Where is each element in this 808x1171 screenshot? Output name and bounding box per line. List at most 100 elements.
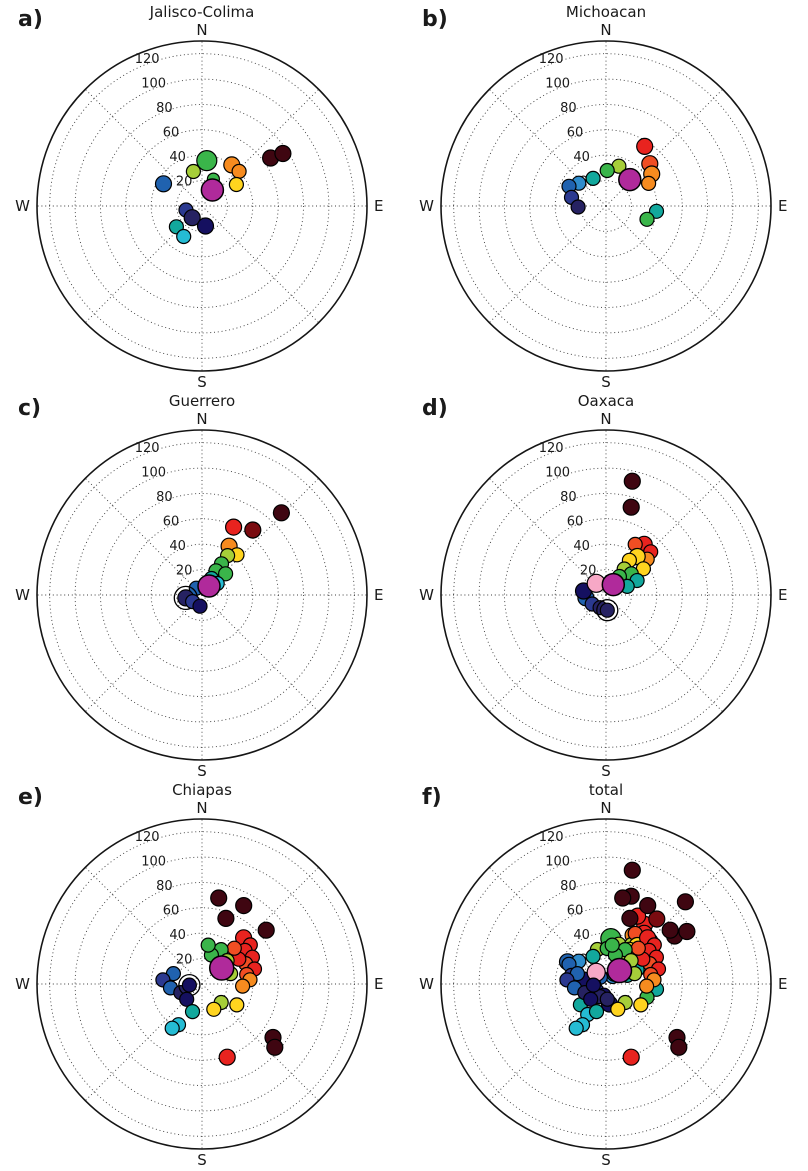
grid-ring <box>176 958 228 1010</box>
grid-ring <box>580 180 632 232</box>
data-point <box>225 518 243 536</box>
radial-tick-label: 60 <box>163 514 180 529</box>
compass-south: S <box>601 1151 611 1167</box>
grid-spoke <box>488 866 607 985</box>
compass-north: N <box>196 21 207 39</box>
radial-tick-label: 120 <box>135 830 160 845</box>
data-point <box>200 937 216 953</box>
compass-north: N <box>600 799 611 817</box>
compass-west: W <box>15 975 30 993</box>
data-point <box>641 175 657 191</box>
compass-west: W <box>15 197 30 215</box>
outer-circle <box>36 429 368 761</box>
outer-circle <box>36 40 368 372</box>
compass-south: S <box>197 1151 207 1167</box>
radial-tick-label: 80 <box>560 101 577 116</box>
mean-point <box>200 178 225 202</box>
data-point <box>183 209 201 227</box>
data-point <box>661 921 679 939</box>
compass-east: E <box>374 586 383 604</box>
radial-tick-label: 100 <box>141 854 166 869</box>
data-point <box>274 144 292 163</box>
radial-tick-label: 80 <box>156 879 173 894</box>
radial-tick-label: 100 <box>545 854 570 869</box>
grid-ring <box>580 958 632 1010</box>
radial-tick-label: 100 <box>545 76 570 91</box>
compass-south: S <box>197 762 207 778</box>
grid-ring <box>504 104 708 308</box>
data-point <box>184 1004 201 1020</box>
polar-chart: 20 40 60 80 100 120 N S E W Jalisco-Colima a) <box>15 3 383 391</box>
grid-spoke <box>201 205 320 324</box>
panel-title: Michoacan <box>566 3 646 21</box>
data-point <box>218 1048 236 1066</box>
data-point <box>639 978 655 994</box>
data-point <box>154 175 173 193</box>
compass-west: W <box>419 975 434 993</box>
data-point <box>226 940 242 956</box>
compass-east: E <box>374 975 383 993</box>
data-point <box>164 1020 180 1036</box>
outer-circle <box>36 818 368 1150</box>
data-point <box>678 922 696 941</box>
radial-tick-label: 20 <box>176 564 193 579</box>
data-point <box>196 150 218 172</box>
radial-tick-label: 40 <box>573 150 590 165</box>
radial-tick-label: 60 <box>567 125 584 140</box>
radial-tick-label: 120 <box>539 830 564 845</box>
data-point <box>176 228 192 245</box>
compass-east: E <box>374 197 383 215</box>
grid-ring <box>580 569 632 621</box>
compass-north: N <box>600 410 611 428</box>
radial-tick-label: 80 <box>560 879 577 894</box>
radial-tick-label: 60 <box>567 903 584 918</box>
data-point <box>181 977 197 993</box>
radial-tick-label: 120 <box>539 441 564 456</box>
grid-ring <box>74 467 330 723</box>
mean-point <box>618 167 642 192</box>
data-point <box>228 176 244 193</box>
panel-title: Oaxaca <box>578 392 635 410</box>
data-point <box>621 909 639 927</box>
radial-tick-label: 100 <box>141 465 166 480</box>
panel-title: total <box>589 781 623 799</box>
data-point <box>192 598 208 614</box>
radial-tick-label: 60 <box>163 903 180 918</box>
data-point <box>229 997 245 1013</box>
data-point <box>210 889 228 907</box>
grid-spoke <box>488 205 607 324</box>
data-point <box>648 910 666 928</box>
grid-spoke <box>488 477 607 596</box>
radial-tick-label: 100 <box>545 465 570 480</box>
data-point <box>185 163 201 180</box>
grid-spoke <box>605 205 724 324</box>
data-point <box>585 170 601 186</box>
data-point <box>179 991 195 1007</box>
panel-letter: a) <box>18 7 43 32</box>
radial-tick-label: 20 <box>176 175 193 190</box>
panel-e: 20 40 60 80 100 120 N S E W Chiapas e) <box>0 778 404 1169</box>
outer-circle <box>440 429 772 761</box>
grid-ring <box>176 569 228 621</box>
grid-spoke <box>605 594 724 713</box>
data-point <box>196 217 215 235</box>
panel-b: 20406080100120NSEWMichoacanb) <box>404 0 808 391</box>
data-point <box>244 521 262 539</box>
data-point <box>266 1038 284 1056</box>
data-point <box>610 1001 626 1017</box>
panel-title: Jalisco-Colima <box>149 3 255 21</box>
grid-spoke <box>84 477 203 596</box>
compass-north: N <box>600 21 611 39</box>
grid-spoke <box>84 88 203 207</box>
radial-tick-label: 60 <box>567 514 584 529</box>
data-point <box>614 889 632 907</box>
panel-d: 20 40 60 80 100 120 N S E W Oaxaca d) <box>404 389 808 780</box>
data-point <box>599 602 615 618</box>
grid-ring <box>504 493 708 697</box>
compass-east: E <box>778 586 787 604</box>
data-point <box>633 997 649 1013</box>
compass-east: E <box>778 197 787 215</box>
outer-circle <box>440 818 772 1150</box>
polar-chart: 20406080100120NSEWMichoacanb) <box>419 3 787 391</box>
